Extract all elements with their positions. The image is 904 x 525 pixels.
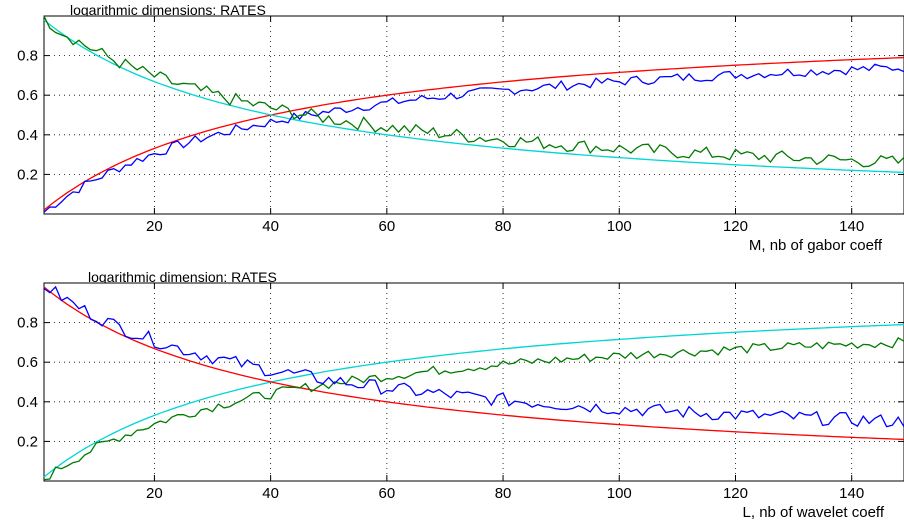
x-axis-label: M, nb of gabor coeff [749,237,883,254]
series-line [43,323,904,478]
x-tick-label: 80 [495,485,512,502]
grid-lines [44,16,904,214]
series-line [43,15,904,168]
chart-panel-bottom: logarithmic dimension: RATES 20 40 60 80 100… [17,269,904,521]
x-axis-label: L, nb of wavelet coeff [743,504,885,521]
series-lines [43,15,904,213]
plot-area [43,282,904,482]
axis-ticks: 20 40 60 80 100 120 140 0.2 0.4 0.6 0.8 [17,283,904,502]
axis-ticks: 20 40 60 80 100 120 140 0.2 0.4 0.6 0.8 [17,16,904,235]
x-tick-label: 60 [378,485,395,502]
series-line [43,286,904,441]
x-tick-label: 40 [262,485,279,502]
chart-title: logarithmic dimensions: RATES [70,2,266,18]
plot-area [43,15,904,215]
series-line [43,285,904,428]
y-tick-label: 0.4 [17,394,38,411]
x-tick-label: 140 [839,218,864,235]
series-line [43,63,904,213]
y-tick-label: 0.2 [17,433,38,450]
chart-panel-top: logarithmic dimensions: RATES 20 40 60 80 10… [17,2,904,254]
y-tick-label: 0.8 [17,48,38,65]
x-tick-label: 100 [607,218,632,235]
series-lines [43,285,904,481]
x-tick-label: 120 [723,485,748,502]
series-line [43,19,904,174]
x-tick-label: 140 [839,485,864,502]
x-tick-label: 40 [262,218,279,235]
x-tick-label: 120 [723,218,748,235]
x-tick-label: 100 [607,485,632,502]
y-tick-label: 0.4 [17,127,38,144]
y-tick-label: 0.6 [17,354,38,371]
x-tick-label: 60 [378,218,395,235]
grid-lines [44,283,904,481]
chart-title: logarithmic dimension: RATES [88,269,277,285]
x-tick-label: 20 [146,485,163,502]
y-tick-label: 0.6 [17,87,38,104]
y-tick-label: 0.8 [17,315,38,332]
x-tick-label: 20 [146,218,163,235]
x-tick-label: 80 [495,218,512,235]
series-line [43,56,904,211]
y-tick-label: 0.2 [17,166,38,183]
series-line [43,337,904,481]
